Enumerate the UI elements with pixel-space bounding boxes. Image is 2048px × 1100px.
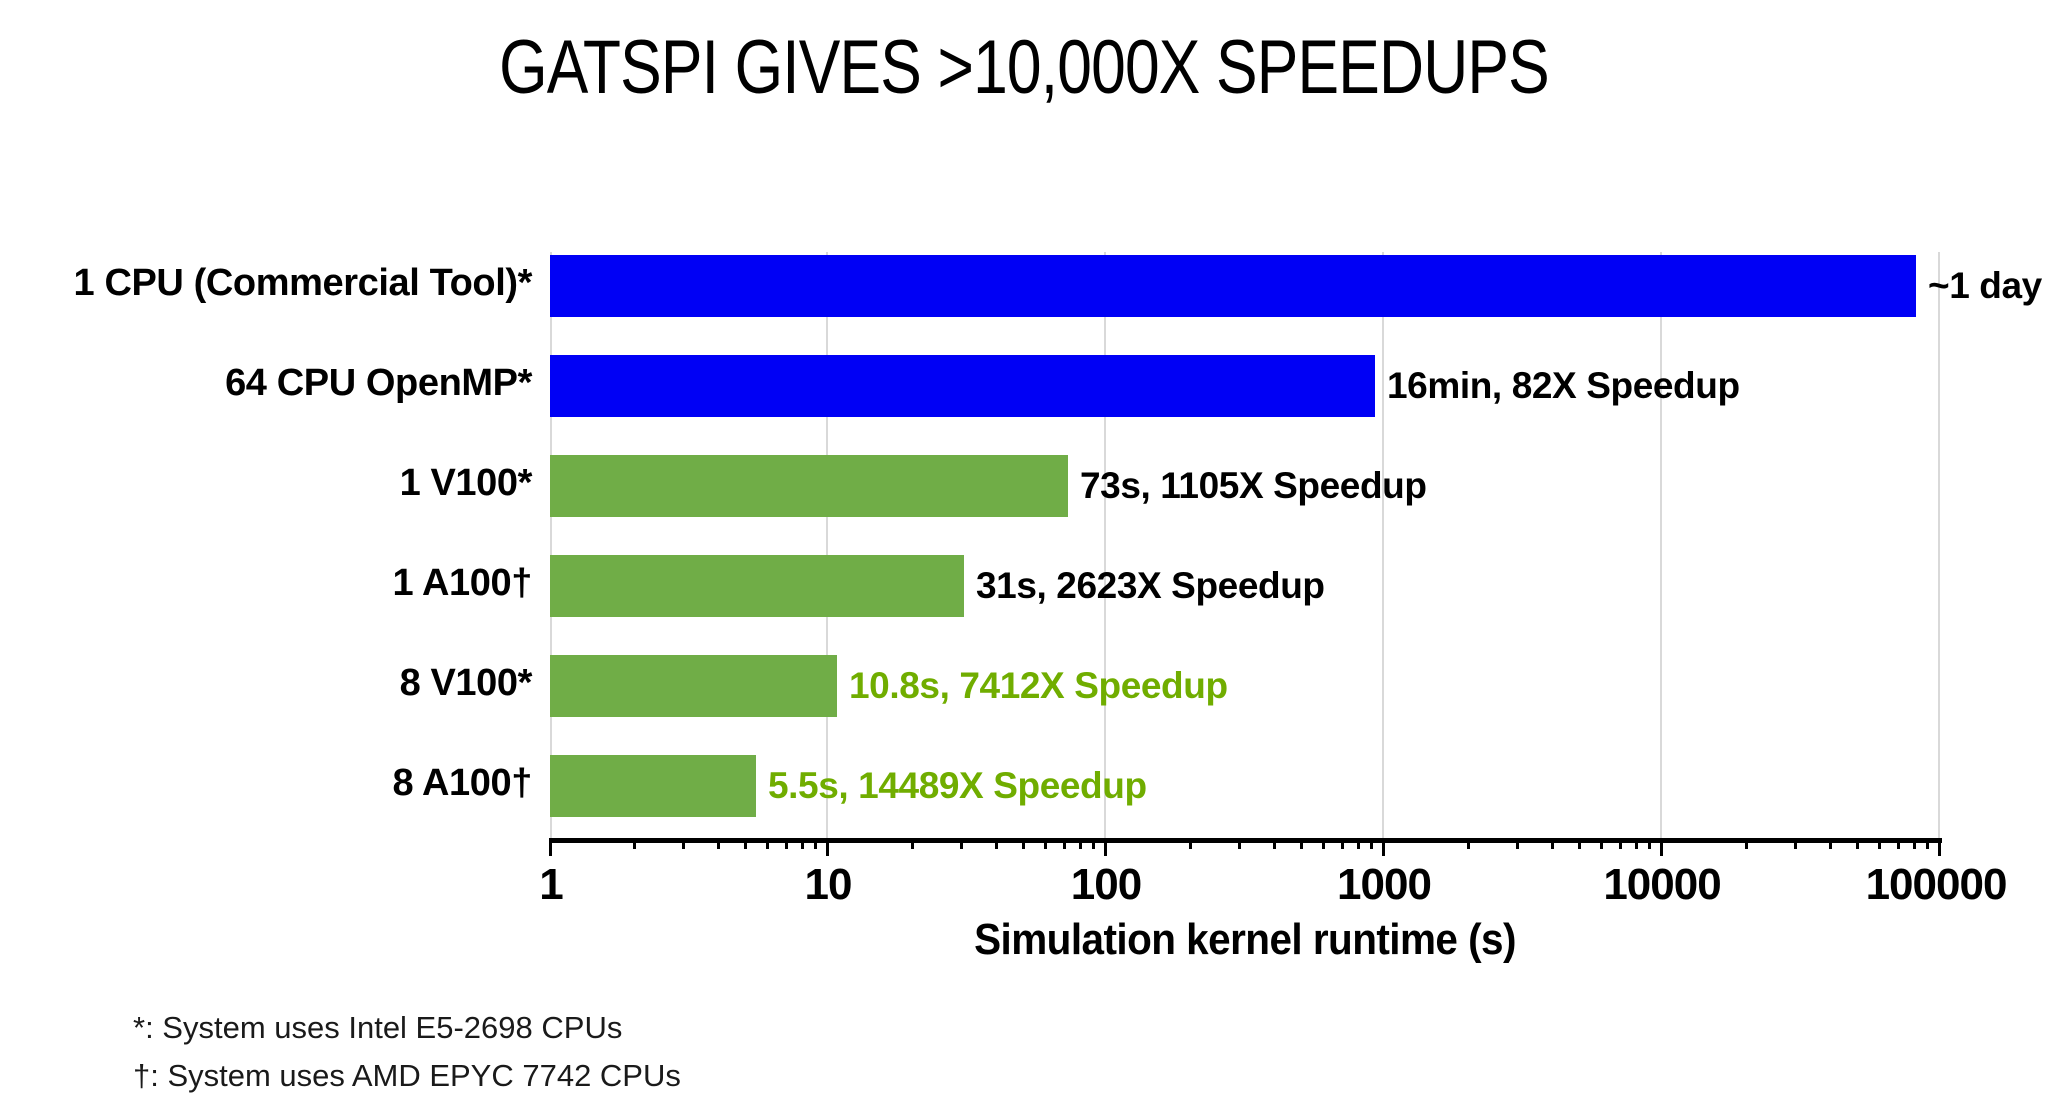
x-tick-minor — [1897, 838, 1900, 849]
x-tick-minor — [1063, 838, 1066, 849]
footnotes: *: System uses Intel E5-2698 CPUs †: Sys… — [133, 1004, 681, 1100]
gridline-10 — [826, 252, 828, 838]
bar-4 — [550, 655, 837, 717]
gridline-100 — [1104, 252, 1106, 838]
x-tick-major-100000 — [1938, 838, 1941, 856]
x-tick-minor — [785, 838, 788, 849]
x-tick-minor — [1044, 838, 1047, 849]
y-axis-label-3: 1 A100† — [392, 562, 533, 604]
x-tick-minor — [744, 838, 747, 849]
y-axis-label-4: 8 V100* — [399, 662, 533, 704]
x-tick-minor — [1619, 838, 1622, 849]
x-tick-label-0: 1 — [539, 860, 564, 909]
x-tick-minor — [960, 838, 963, 849]
bar-value-label-1: 16min, 82X Speedup — [1387, 365, 1740, 406]
x-tick-minor — [1635, 838, 1638, 849]
x-tick-major-100 — [1104, 838, 1107, 856]
y-axis-label-1: 64 CPU OpenMP* — [225, 362, 532, 404]
x-tick-minor — [1551, 838, 1554, 849]
footnote-dagger: †: System uses AMD EPYC 7742 CPUs — [133, 1058, 681, 1093]
x-tick-minor — [1829, 838, 1832, 849]
x-tick-minor — [1322, 838, 1325, 849]
bar-0 — [550, 255, 1916, 317]
y-axis-label-5: 8 A100† — [392, 762, 533, 804]
y-axis-label-0: 1 CPU (Commercial Tool)* — [73, 262, 533, 304]
y-axis-label-2: 1 V100* — [399, 462, 533, 504]
x-tick-label-4: 10000 — [1603, 860, 1721, 909]
x-tick-minor — [1745, 838, 1748, 849]
x-tick-minor — [1600, 838, 1603, 849]
x-tick-minor — [1022, 838, 1025, 849]
x-tick-minor — [1913, 838, 1916, 849]
plot-area: ~1 day 16min, 82X Speedup 73s, 1105X Spe… — [550, 252, 2042, 838]
x-tick-minor — [1357, 838, 1360, 849]
x-axis-line — [550, 838, 1942, 843]
x-tick-minor — [1578, 838, 1581, 849]
bar-value-label-3: 31s, 2623X Speedup — [976, 565, 1325, 606]
page-title: GATSPI GIVES >10,000X SPEEDUPS — [499, 25, 1550, 110]
x-tick-minor — [766, 838, 769, 849]
footnote-asterisk: *: System uses Intel E5-2698 CPUs — [133, 1010, 623, 1045]
x-tick-minor — [1467, 838, 1470, 849]
bar-value-label-2: 73s, 1105X Speedup — [1080, 465, 1427, 506]
x-tick-minor — [1300, 838, 1303, 849]
x-tick-label-2: 100 — [1070, 860, 1142, 909]
x-tick-minor — [1092, 838, 1095, 849]
bar-3 — [550, 555, 964, 617]
x-tick-major-1 — [549, 838, 552, 856]
bar-2 — [550, 455, 1068, 517]
x-tick-minor — [1856, 838, 1859, 849]
x-tick-minor — [1926, 838, 1929, 849]
gridline-10000 — [1660, 252, 1662, 838]
bar-5 — [550, 755, 756, 817]
x-tick-minor — [1273, 838, 1276, 849]
x-tick-minor — [995, 838, 998, 849]
x-tick-major-10 — [826, 838, 829, 856]
x-tick-label-5: 100000 — [1865, 860, 2008, 909]
gridline-1000 — [1382, 252, 1384, 838]
x-tick-major-1000 — [1382, 838, 1385, 856]
x-tick-minor — [1238, 838, 1241, 849]
x-tick-minor — [1079, 838, 1082, 849]
x-tick-minor — [814, 838, 817, 849]
x-tick-minor — [682, 838, 685, 849]
gridline-1 — [550, 252, 552, 838]
x-tick-minor — [1794, 838, 1797, 849]
x-tick-label-3: 1000 — [1337, 860, 1432, 909]
x-tick-label-1: 10 — [804, 860, 853, 909]
x-tick-minor — [1189, 838, 1192, 849]
x-tick-minor — [717, 838, 720, 849]
gridline-100000 — [1938, 252, 1940, 838]
bar-value-label-5: 5.5s, 14489X Speedup — [768, 765, 1147, 806]
x-tick-minor — [1516, 838, 1519, 849]
x-tick-minor — [1648, 838, 1651, 849]
x-tick-minor — [1878, 838, 1881, 849]
x-tick-minor — [911, 838, 914, 849]
x-tick-major-10000 — [1660, 838, 1663, 856]
x-tick-minor — [1341, 838, 1344, 849]
bar-value-label-0: ~1 day — [1928, 265, 2042, 306]
x-axis-title: Simulation kernel runtime (s) — [974, 915, 1516, 964]
x-tick-minor — [1370, 838, 1373, 849]
bar-1 — [550, 355, 1375, 417]
x-tick-minor — [633, 838, 636, 849]
bar-value-label-4: 10.8s, 7412X Speedup — [849, 665, 1228, 706]
x-tick-minor — [801, 838, 804, 849]
